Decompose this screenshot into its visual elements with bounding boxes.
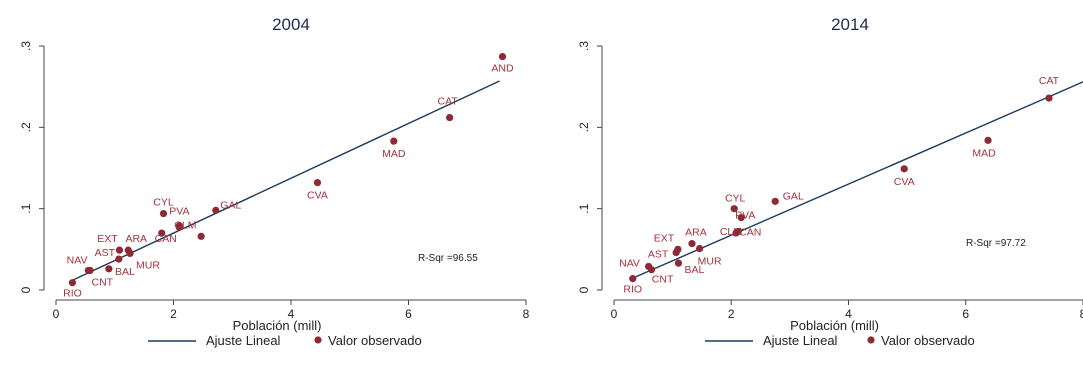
x-tick-label: 2	[728, 307, 735, 321]
y-tick-label: .2	[577, 122, 591, 132]
point-label: RIO	[623, 284, 642, 296]
legend-point-swatch	[314, 336, 322, 344]
x-tick-label: 0	[53, 307, 60, 321]
chart-title: 2004	[272, 15, 310, 34]
x-axis-label: Población (mill)	[790, 318, 879, 333]
point-label: AST	[648, 249, 669, 261]
point-label: PVA	[735, 210, 755, 222]
data-point	[688, 240, 696, 248]
data-point	[672, 248, 680, 257]
point-label: CAT	[1039, 75, 1060, 87]
x-tick-label: 2	[170, 307, 177, 321]
x-tick-label: 4	[288, 307, 295, 321]
r-squared-label: R-Sqr =96.55	[418, 253, 478, 264]
data-point	[737, 214, 745, 222]
point-label: CYL	[725, 193, 746, 205]
data-point	[984, 136, 992, 144]
legend: Ajuste Lineal Valor observado	[148, 333, 422, 348]
legend-fit-label: Ajuste Lineal	[206, 333, 281, 348]
r-squared-label: R-Sqr =97.72	[966, 238, 1026, 249]
point-label: CVA	[307, 190, 328, 202]
data-point	[647, 266, 656, 274]
point-label: MAD	[972, 147, 996, 159]
data-point	[126, 249, 134, 257]
data-point	[498, 52, 507, 61]
point-label: ARA	[125, 233, 147, 245]
data-point	[1045, 94, 1053, 102]
fit-line	[72, 80, 500, 281]
data-point	[734, 227, 742, 236]
y-tick-label: .3	[19, 41, 33, 51]
x-tick-label: 8	[1080, 307, 1083, 321]
point-label: NAV	[67, 254, 88, 266]
point-label: CAN	[155, 233, 177, 245]
point-label: BAL	[685, 264, 705, 276]
fit-line	[631, 81, 1083, 280]
data-point	[212, 206, 220, 214]
data-point	[115, 255, 123, 263]
point-label: MUR	[136, 259, 160, 271]
data-point	[68, 279, 77, 287]
point-label: EXT	[97, 233, 118, 245]
data-point	[197, 232, 205, 240]
x-tick-label: 6	[962, 307, 969, 321]
point-label: CYL	[153, 197, 174, 209]
data-point	[159, 209, 168, 218]
point-label: CAN	[739, 226, 761, 238]
data-point	[446, 113, 454, 122]
point-label: CAT	[438, 96, 459, 108]
y-tick-label: 0	[19, 286, 33, 293]
data-point	[629, 275, 637, 283]
data-point	[730, 205, 738, 213]
x-tick-label: 8	[523, 307, 530, 321]
data-point	[674, 259, 683, 267]
data-point	[313, 179, 322, 187]
data-point	[695, 244, 704, 253]
y-tick-label: .1	[19, 203, 33, 213]
y-tick-label: .3	[577, 41, 591, 51]
data-point	[86, 266, 94, 275]
y-tick-label: .2	[19, 122, 33, 132]
point-label: AND	[491, 63, 514, 75]
x-tick-label: 4	[845, 307, 852, 321]
point-label: CNT	[652, 273, 674, 285]
point-label: GAL	[220, 199, 241, 211]
y-tick-label: .1	[577, 203, 591, 213]
point-label: MUR	[698, 256, 722, 268]
legend-points-label: Valor observado	[881, 333, 975, 348]
legend-points-label: Valor observado	[328, 333, 422, 348]
legend: Ajuste Lineal Valor observado	[705, 333, 975, 348]
data-point	[771, 197, 779, 205]
chart-title: 2014	[831, 15, 869, 34]
data-point	[175, 223, 183, 231]
x-axis-label: Población (mill)	[233, 318, 322, 333]
x-tick-label: 6	[405, 307, 412, 321]
data-point	[115, 246, 124, 254]
data-point	[900, 165, 908, 173]
point-label: CLM	[174, 219, 196, 231]
point-label: CVA	[894, 176, 915, 188]
point-label: NAV	[619, 258, 640, 270]
point-label: ARA	[685, 227, 707, 239]
legend-point-swatch	[867, 336, 875, 344]
data-point	[390, 137, 398, 145]
point-label: GAL	[783, 190, 804, 202]
data-point	[105, 265, 113, 273]
point-label: BAL	[115, 266, 135, 278]
point-label: CNT	[92, 276, 114, 288]
legend-fit-label: Ajuste Lineal	[763, 333, 838, 348]
point-label: PVA	[169, 206, 189, 218]
data-point	[158, 229, 166, 237]
point-label: EXT	[654, 232, 675, 244]
point-label: RIO	[63, 288, 82, 300]
y-tick-label: 0	[577, 286, 591, 293]
x-tick-label: 0	[611, 307, 618, 321]
point-label: AST	[95, 247, 116, 259]
scatter-panel-2004: 2004 .3 .2 .1 0 0 2 4 6 8 Población (mill) AND CAT MA…	[19, 15, 530, 348]
point-label: MAD	[382, 148, 406, 160]
